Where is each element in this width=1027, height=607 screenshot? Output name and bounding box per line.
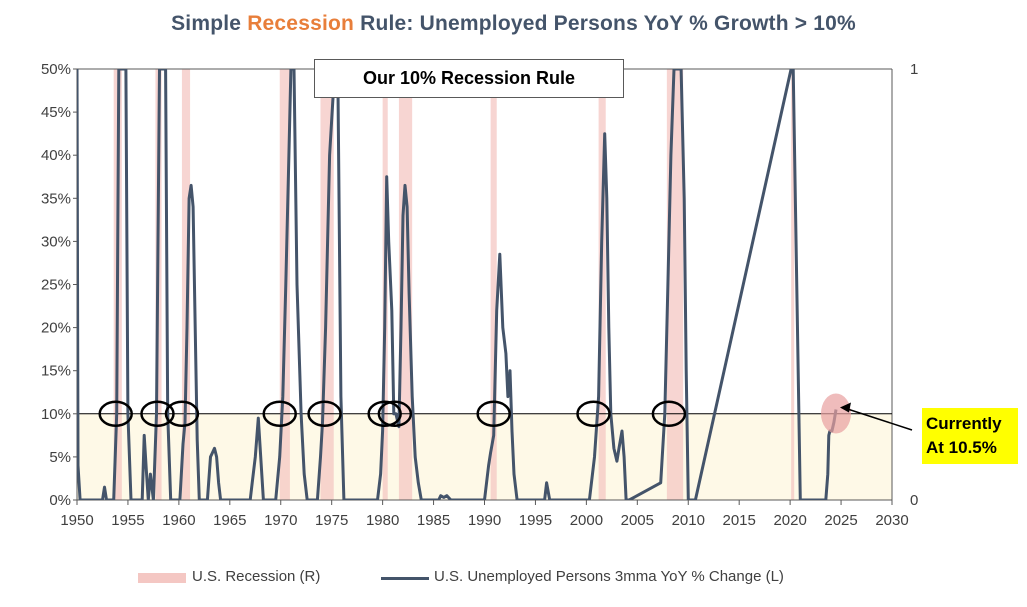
x-tick-label: 1970 bbox=[264, 512, 297, 529]
y-tick-label: 40% bbox=[41, 147, 71, 164]
crossing-circle bbox=[576, 400, 611, 428]
recession-band bbox=[181, 69, 191, 500]
title-suffix: Rule: Unemployed Persons YoY % Growth > … bbox=[354, 12, 856, 35]
x-tick-label: 1955 bbox=[111, 512, 144, 529]
rule-annotation-box: Our 10% Recession Rule bbox=[314, 59, 624, 98]
chart-title: Simple Recession Rule: Unemployed Person… bbox=[0, 12, 1027, 36]
x-tick-label: 1985 bbox=[417, 512, 450, 529]
crossing-circle bbox=[651, 400, 687, 428]
recession-band bbox=[791, 69, 795, 500]
y-tick-label: 35% bbox=[41, 190, 71, 207]
crossing-circle bbox=[307, 400, 342, 428]
recession-band bbox=[398, 69, 413, 500]
current-callout-line1: Currently bbox=[926, 414, 1002, 433]
legend: U.S. Recession (R) U.S. Unemployed Perso… bbox=[0, 565, 1027, 591]
crossing-circle bbox=[98, 400, 133, 428]
crossing-circle bbox=[262, 400, 297, 428]
x-tick-label: 1965 bbox=[213, 512, 246, 529]
crossing-circle bbox=[367, 400, 402, 428]
y-tick-label: 10% bbox=[41, 406, 71, 423]
series-line bbox=[77, 69, 838, 500]
title-highlight: Recession bbox=[247, 12, 355, 35]
y-tick-label: 20% bbox=[41, 320, 71, 337]
x-tick-label: 2000 bbox=[570, 512, 603, 529]
x-tick-label: 2030 bbox=[875, 512, 908, 529]
y2-tick-label: 1 bbox=[910, 61, 918, 78]
y-tick-label: 0% bbox=[49, 492, 71, 509]
current-arrow-line bbox=[845, 407, 913, 431]
y-tick-label: 30% bbox=[41, 233, 71, 250]
x-tick-label: 2025 bbox=[824, 512, 857, 529]
y-tick-label: 50% bbox=[41, 61, 71, 78]
crossing-circle bbox=[164, 400, 200, 428]
legend-series-swatch bbox=[381, 577, 429, 580]
current-value-callout: Currently At 10.5% bbox=[922, 408, 1018, 464]
x-tick-label: 2015 bbox=[723, 512, 756, 529]
x-tick-label: 1990 bbox=[468, 512, 501, 529]
crossing-circle bbox=[476, 400, 511, 428]
crossing-circle bbox=[377, 400, 413, 428]
below-threshold-fill bbox=[77, 413, 892, 500]
current-callout-line2: At 10.5% bbox=[926, 438, 997, 457]
legend-recession-swatch bbox=[138, 573, 186, 583]
x-tick-label: 1960 bbox=[162, 512, 195, 529]
y-tick-label: 45% bbox=[41, 104, 71, 121]
x-tick-label: 1980 bbox=[366, 512, 399, 529]
x-tick-label: 2005 bbox=[621, 512, 654, 529]
current-arrow-head bbox=[839, 402, 851, 413]
y-tick-label: 5% bbox=[49, 449, 71, 466]
x-tick-label: 2020 bbox=[773, 512, 806, 529]
x-tick-label: 1950 bbox=[60, 512, 93, 529]
legend-recession-label: U.S. Recession (R) bbox=[192, 568, 321, 585]
current-marker-group bbox=[820, 393, 913, 434]
crossing-circles bbox=[98, 400, 687, 428]
recession-band bbox=[490, 69, 497, 500]
crossing-circle bbox=[140, 400, 175, 428]
y-tick-label: 25% bbox=[41, 277, 71, 294]
legend-series-label: U.S. Unemployed Persons 3mma YoY % Chang… bbox=[434, 568, 784, 585]
y2-tick-label: 0 bbox=[910, 492, 918, 509]
x-tick-label: 1975 bbox=[315, 512, 348, 529]
title-prefix: Simple bbox=[171, 12, 248, 35]
tick-labels: 0% 5% 10% 15% 20% 25% 30% 35% 40% 45% 50% 0 1 1950 195… bbox=[41, 61, 918, 529]
x-tick-label: 1995 bbox=[519, 512, 552, 529]
y-tick-label: 15% bbox=[41, 363, 71, 380]
below-threshold-area bbox=[77, 413, 892, 500]
x-tick-label: 2010 bbox=[672, 512, 705, 529]
series-lines bbox=[77, 69, 838, 500]
current-value-marker bbox=[820, 393, 851, 434]
